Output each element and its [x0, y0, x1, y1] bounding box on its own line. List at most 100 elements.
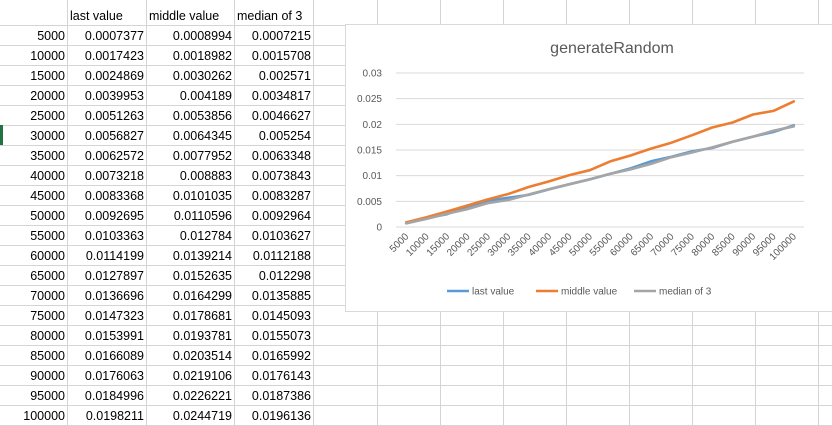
- value-cell[interactable]: 0.0007215: [251, 29, 311, 43]
- row-size-cell[interactable]: 45000: [30, 189, 65, 203]
- y-tick-label: 0: [376, 223, 382, 234]
- row-size-cell[interactable]: 10000: [30, 49, 65, 63]
- value-cell[interactable]: 0.0039953: [84, 89, 144, 103]
- value-cell[interactable]: 0.0203514: [172, 349, 232, 363]
- row-size-cell[interactable]: 25000: [30, 109, 65, 123]
- value-cell[interactable]: 0.0053856: [172, 109, 232, 123]
- chart-container[interactable]: generateRandom 0 0.005 0.01 0.015 0.02 0.025 0…: [346, 25, 832, 311]
- value-cell[interactable]: 0.0024869: [84, 69, 144, 83]
- y-tick-label: 0.02: [363, 120, 383, 131]
- value-cell[interactable]: 0.0083368: [84, 189, 144, 203]
- legend-label: last value: [472, 287, 515, 298]
- value-cell[interactable]: 0.0127897: [84, 269, 144, 283]
- row-selection-marker: [0, 125, 3, 145]
- row-size-cell[interactable]: 70000: [30, 289, 65, 303]
- value-cell[interactable]: 0.0145093: [251, 309, 311, 323]
- value-cell[interactable]: 0.0226221: [172, 389, 232, 403]
- value-cell[interactable]: 0.0030262: [172, 69, 232, 83]
- y-tick-label: 0.005: [357, 197, 382, 208]
- value-cell[interactable]: 0.0103627: [251, 229, 311, 243]
- row-size-cell[interactable]: 75000: [30, 309, 65, 323]
- chart-title: generateRandom: [550, 40, 674, 57]
- value-cell[interactable]: 0.0015708: [251, 49, 311, 63]
- value-cell[interactable]: 0.0153991: [84, 329, 144, 343]
- value-cell[interactable]: 0.0164299: [172, 289, 232, 303]
- value-cell[interactable]: 0.0077952: [172, 149, 232, 163]
- value-cell[interactable]: 0.012298: [258, 269, 311, 283]
- row-size-cell[interactable]: 30000: [30, 129, 65, 143]
- column-header[interactable]: median of 3: [237, 9, 303, 23]
- value-cell[interactable]: 0.0187386: [251, 389, 311, 403]
- value-cell[interactable]: 0.0114199: [85, 249, 144, 263]
- value-cell[interactable]: 0.0007377: [84, 29, 144, 43]
- value-cell[interactable]: 0.0092695: [84, 209, 144, 223]
- value-cell[interactable]: 0.0193781: [172, 329, 232, 343]
- value-cell[interactable]: 0.0176143: [251, 369, 311, 383]
- value-cell[interactable]: 0.002571: [258, 69, 311, 83]
- series-lines: [404, 100, 796, 225]
- row-size-cell[interactable]: 35000: [30, 149, 65, 163]
- value-cell[interactable]: 0.0083287: [251, 189, 311, 203]
- row-size-cell[interactable]: 15000: [30, 69, 65, 83]
- value-cell[interactable]: 0.0063348: [251, 149, 311, 163]
- legend-label: middle value: [561, 287, 618, 298]
- value-cell[interactable]: 0.0062572: [84, 149, 144, 163]
- value-cell[interactable]: 0.0073843: [251, 169, 311, 183]
- series-line-3: [404, 125, 796, 225]
- value-cell[interactable]: 0.0135885: [251, 289, 311, 303]
- row-size-cell[interactable]: 65000: [30, 269, 65, 283]
- row-size-cell[interactable]: 85000: [30, 349, 65, 363]
- value-cell[interactable]: 0.0155073: [251, 329, 311, 343]
- value-cell[interactable]: 0.0018982: [172, 49, 232, 63]
- value-cell[interactable]: 0.0136696: [84, 289, 144, 303]
- value-cell[interactable]: 0.0073218: [84, 169, 144, 183]
- value-cell[interactable]: 0.0165992: [251, 349, 311, 363]
- line-chart: generateRandom 00.0050.010.0150.020.0250…: [357, 40, 804, 298]
- value-cell[interactable]: 0.0051263: [84, 109, 144, 123]
- legend-label: median of 3: [659, 287, 712, 298]
- value-cell[interactable]: 0.0198211: [85, 409, 144, 423]
- column-header[interactable]: last value: [70, 9, 123, 23]
- value-cell[interactable]: 0.0176063: [84, 369, 144, 383]
- value-cell[interactable]: 0.0112188: [252, 249, 311, 263]
- value-cell[interactable]: 0.0101035: [172, 189, 232, 203]
- row-size-cell[interactable]: 95000: [30, 389, 65, 403]
- value-cell[interactable]: 0.005254: [258, 129, 311, 143]
- value-cell[interactable]: 0.0244719: [172, 409, 232, 423]
- value-cell[interactable]: 0.0196136: [251, 409, 311, 423]
- value-cell[interactable]: 0.0017423: [84, 49, 144, 63]
- value-cell[interactable]: 0.0103363: [84, 229, 144, 243]
- row-size-cell[interactable]: 50000: [30, 209, 65, 223]
- row-size-cell[interactable]: 80000: [30, 329, 65, 343]
- value-cell[interactable]: 0.0056827: [84, 129, 144, 143]
- value-cell[interactable]: 0.0219106: [172, 369, 232, 383]
- value-cell[interactable]: 0.0034817: [251, 89, 311, 103]
- value-cell[interactable]: 0.0152635: [172, 269, 232, 283]
- value-cell[interactable]: 0.004189: [179, 89, 232, 103]
- row-size-cell[interactable]: 40000: [30, 169, 65, 183]
- value-cell[interactable]: 0.0110596: [173, 209, 232, 223]
- value-cell[interactable]: 0.0064345: [172, 129, 232, 143]
- value-cell[interactable]: 0.0178681: [172, 309, 232, 323]
- column-header[interactable]: middle value: [149, 9, 220, 23]
- row-size-cell[interactable]: 90000: [30, 369, 65, 383]
- chart-gridlines: [396, 72, 804, 228]
- value-cell[interactable]: 0.0166089: [84, 349, 144, 363]
- row-size-cell[interactable]: 20000: [30, 89, 65, 103]
- row-size-cell[interactable]: 60000: [30, 249, 65, 263]
- value-cell[interactable]: 0.012784: [179, 229, 232, 243]
- value-cell[interactable]: 0.0046627: [251, 109, 311, 123]
- value-cell[interactable]: 0.0008994: [172, 29, 232, 43]
- value-cell[interactable]: 0.0147323: [84, 309, 144, 323]
- row-size-cell[interactable]: 55000: [30, 229, 65, 243]
- row-size-cell[interactable]: 100000: [23, 409, 65, 423]
- value-cell[interactable]: 0.0139214: [172, 249, 232, 263]
- value-cell[interactable]: 0.0092964: [251, 209, 311, 223]
- series-line-2: [404, 100, 796, 224]
- y-tick-label: 0.015: [357, 146, 382, 157]
- y-tick-label: 0.01: [363, 171, 383, 182]
- value-cell[interactable]: 0.008883: [179, 169, 232, 183]
- value-cell[interactable]: 0.0184996: [84, 389, 144, 403]
- row-size-cell[interactable]: 5000: [37, 29, 65, 43]
